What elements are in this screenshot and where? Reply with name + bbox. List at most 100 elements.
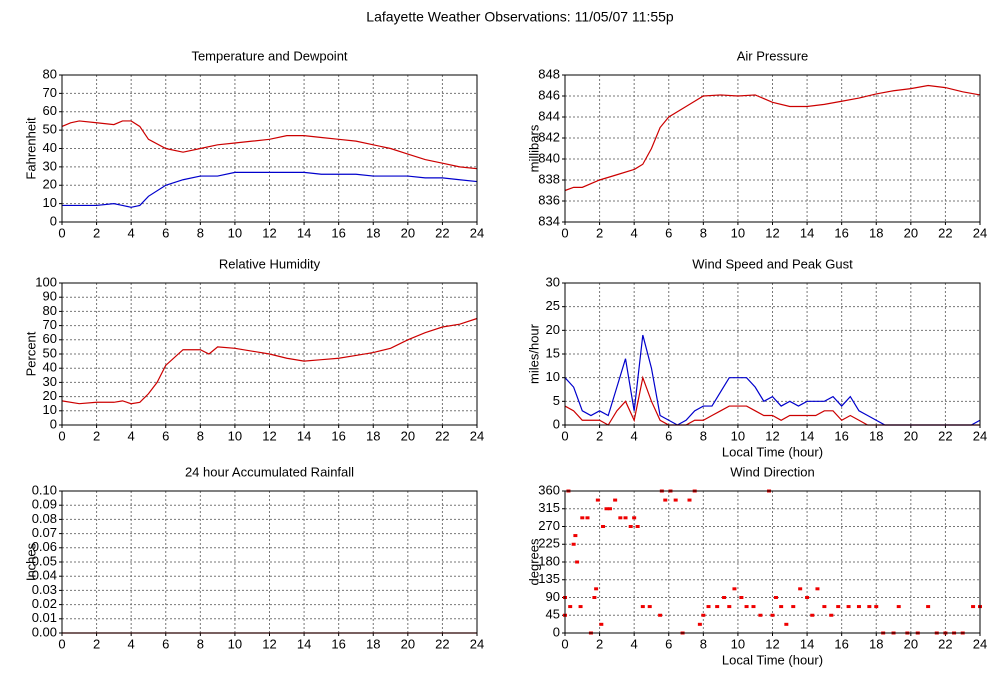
plot-frame <box>564 282 981 426</box>
data-point <box>744 605 749 609</box>
data-point <box>585 516 590 520</box>
x-tick-label: 22 <box>435 225 449 240</box>
y-axis-title: Fahrenheit <box>23 117 38 180</box>
x-tick-label: 8 <box>197 636 204 651</box>
data-point <box>926 605 931 609</box>
y-tick-label: 60 <box>43 103 57 118</box>
x-tick-label: 14 <box>297 636 311 651</box>
y-tick-label: 25 <box>546 298 560 313</box>
y-tick-label: 0 <box>553 416 560 431</box>
x-tick-label: 24 <box>470 225 484 240</box>
data-point <box>595 498 600 502</box>
x-tick-label: 14 <box>800 225 814 240</box>
y-tick-label: 0.06 <box>32 539 57 554</box>
chart-title: 24 hour Accumulated Rainfall <box>185 464 354 479</box>
data-point <box>758 613 763 617</box>
x-tick-label: 2 <box>93 428 100 443</box>
x-tick-label: 14 <box>297 225 311 240</box>
x-tick-label: 2 <box>93 225 100 240</box>
y-tick-label: 100 <box>35 274 57 289</box>
y-tick-label: 0 <box>50 416 57 431</box>
y-tick-label: 80 <box>43 66 57 81</box>
chart-title: Wind Direction <box>730 464 815 479</box>
x-tick-label: 8 <box>700 225 707 240</box>
y-tick-label: 10 <box>546 369 560 384</box>
x-tick-label: 16 <box>834 636 848 651</box>
data-point <box>673 498 678 502</box>
x-tick-label: 18 <box>366 636 380 651</box>
x-tick-label: 22 <box>435 636 449 651</box>
x-tick-label: 12 <box>262 636 276 651</box>
y-tick-label: 0 <box>553 624 560 639</box>
data-point <box>592 596 597 599</box>
y-tick-label: 838 <box>538 171 560 186</box>
y-tick-label: 30 <box>546 274 560 289</box>
x-tick-label: 6 <box>665 636 672 651</box>
y-tick-label: 836 <box>538 192 560 207</box>
x-tick-label: 6 <box>162 636 169 651</box>
chart-title: Relative Humidity <box>219 256 321 271</box>
x-tick-label: 6 <box>665 428 672 443</box>
data-point <box>623 516 628 520</box>
y-tick-label: 80 <box>43 303 57 318</box>
data-point <box>701 613 706 617</box>
x-tick-label: 18 <box>869 225 883 240</box>
data-point <box>739 596 744 599</box>
data-point <box>632 516 637 520</box>
x-tick-label: 18 <box>366 428 380 443</box>
x-tick-label: 18 <box>869 636 883 651</box>
data-point <box>580 516 585 520</box>
data-line <box>61 317 478 405</box>
y-tick-label: 90 <box>546 589 560 604</box>
chart-title: Temperature and Dewpoint <box>191 48 347 63</box>
x-axis-title: Local Time (hour) <box>722 444 823 459</box>
data-point <box>594 587 599 591</box>
y-tick-label: 20 <box>43 177 57 192</box>
x-tick-label: 2 <box>596 225 603 240</box>
data-point <box>706 605 711 609</box>
data-point <box>784 622 789 626</box>
y-tick-label: 834 <box>538 213 560 228</box>
y-tick-label: 50 <box>43 122 57 137</box>
data-point <box>779 605 784 609</box>
x-tick-label: 12 <box>765 428 779 443</box>
data-point <box>663 498 668 502</box>
x-tick-label: 24 <box>973 428 987 443</box>
x-tick-label: 8 <box>700 636 707 651</box>
y-tick-label: 180 <box>538 553 560 568</box>
x-tick-label: 8 <box>700 428 707 443</box>
x-tick-label: 16 <box>331 428 345 443</box>
data-point <box>715 605 720 609</box>
data-point <box>640 605 645 609</box>
y-tick-label: 270 <box>538 518 560 533</box>
data-point <box>810 613 815 617</box>
data-point <box>836 605 841 609</box>
y-tick-label: 20 <box>43 388 57 403</box>
x-tick-label: 16 <box>834 428 848 443</box>
x-tick-label: 20 <box>401 636 415 651</box>
x-tick-label: 10 <box>228 225 242 240</box>
x-tick-label: 4 <box>631 636 638 651</box>
data-point <box>727 605 732 609</box>
y-tick-label: 0.03 <box>32 582 57 597</box>
y-tick-label: 848 <box>538 66 560 81</box>
x-tick-label: 16 <box>331 636 345 651</box>
y-axis-title: Percent <box>23 331 38 376</box>
x-tick-label: 22 <box>938 636 952 651</box>
data-point <box>896 605 901 609</box>
y-tick-label: 225 <box>538 536 560 551</box>
y-tick-label: 360 <box>538 482 560 497</box>
y-tick-label: 70 <box>43 317 57 332</box>
data-point <box>613 498 618 502</box>
data-point <box>798 587 803 591</box>
data-point <box>635 525 640 528</box>
data-point <box>599 622 604 626</box>
y-axis-title: degrees <box>526 538 541 585</box>
data-line <box>564 84 981 192</box>
data-point <box>822 605 827 609</box>
x-tick-label: 24 <box>973 225 987 240</box>
y-tick-label: 844 <box>538 108 560 123</box>
x-tick-label: 20 <box>401 225 415 240</box>
x-tick-label: 20 <box>904 428 918 443</box>
